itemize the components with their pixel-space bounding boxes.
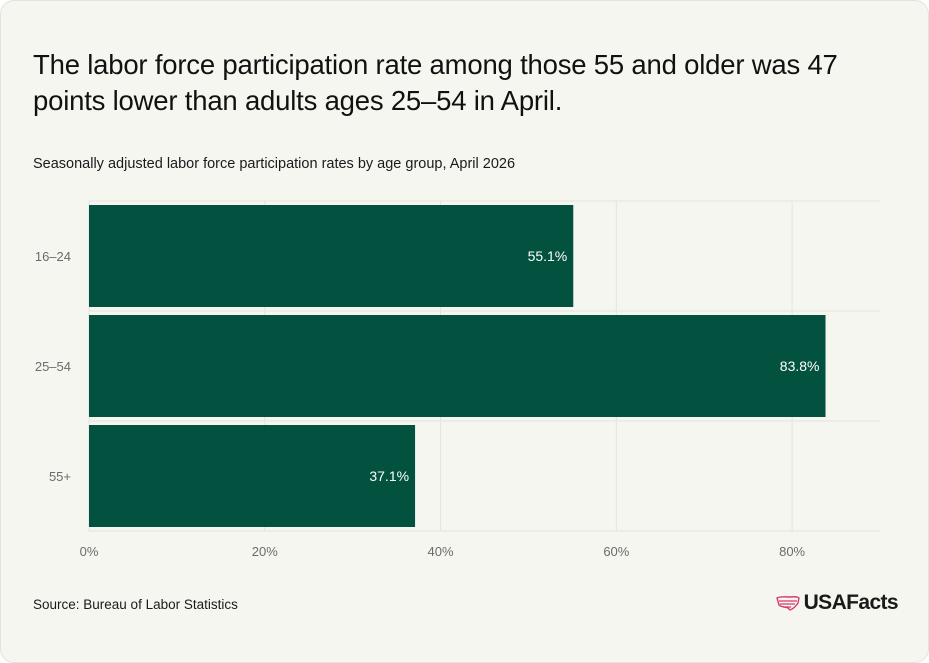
usafacts-logo: USAFacts bbox=[775, 591, 899, 615]
x-tick-label: 80% bbox=[779, 544, 805, 559]
data-label: 55.1% bbox=[528, 248, 568, 264]
data-label: 37.1% bbox=[369, 468, 409, 484]
bar bbox=[89, 425, 416, 527]
chart-subtitle: Seasonally adjusted labor force particip… bbox=[33, 156, 516, 172]
bar bbox=[89, 315, 826, 417]
us-map-icon bbox=[775, 596, 800, 611]
source-note: Source: Bureau of Labor Statistics bbox=[33, 597, 238, 612]
category-label: 25–54 bbox=[35, 359, 71, 374]
category-label: 55+ bbox=[49, 469, 71, 484]
category-label: 16–24 bbox=[35, 249, 71, 264]
data-label: 83.8% bbox=[780, 358, 820, 374]
logo-text: USAFacts bbox=[803, 591, 899, 614]
x-tick-label: 0% bbox=[80, 544, 99, 559]
x-tick-label: 20% bbox=[252, 544, 278, 559]
chart-title: The labor force participation rate among… bbox=[33, 49, 838, 116]
x-tick-label: 60% bbox=[603, 544, 629, 559]
x-tick-label: 40% bbox=[428, 544, 454, 559]
bar bbox=[89, 205, 574, 307]
bar-chart: 55.1% 16–24 83.8% 25–54 37.1% 55+ 0% 20% 40% 60% 8… bbox=[35, 200, 880, 559]
